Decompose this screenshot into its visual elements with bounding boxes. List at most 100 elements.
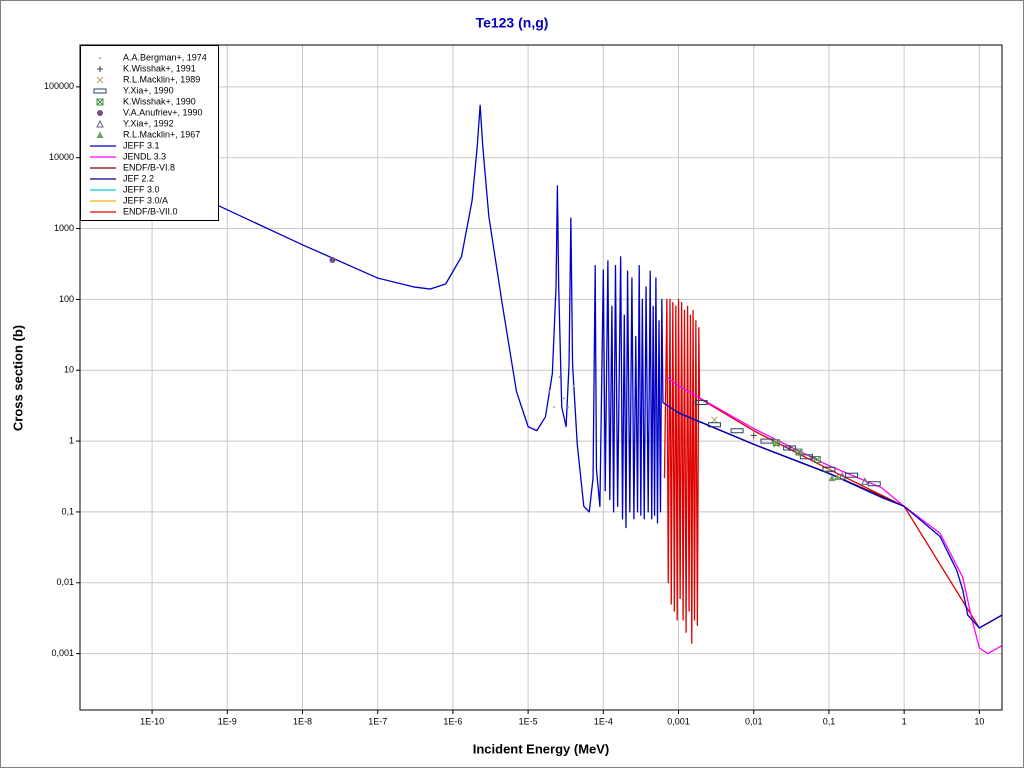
marker-part [799,454,813,460]
marker-part [861,477,869,485]
legend-label: JEFF 3.0 [123,184,160,194]
y-tick-label: 100 [59,294,74,304]
data-point [772,439,780,447]
marker-part [567,406,570,409]
data-point [97,110,103,116]
marker-part [795,448,803,456]
marker-part [828,474,836,482]
legend-label: K.Wisshak+, 1990 [123,96,196,106]
x-tick-label: 1E-8 [293,716,312,726]
marker-part [96,98,104,106]
marker-part [772,439,780,447]
legend-label: ENDF/B-VII.0 [123,206,178,216]
y-tick-label: 10000 [49,152,74,162]
legend-label: R.L.Macklin+, 1967 [123,129,200,139]
y-axis-label: Cross section (b) [10,325,25,431]
legend-label: A.A.Bergman+, 1974 [123,52,207,62]
legend-entry: K.Wisshak+, 1990 [96,96,196,106]
marker-part [730,428,744,434]
marker-part [822,466,836,472]
legend-entry: JEFF 3.1 [90,140,160,150]
data-point [783,445,797,451]
legend-label: Y.Xia+, 1990 [123,85,174,95]
marker-part [795,448,803,456]
marker-part [867,481,881,487]
marker-part [563,397,566,400]
legend-entry: JENDL 3.3 [90,151,166,161]
legend-entry: JEFF 3.0 [90,184,160,194]
data-point [329,256,336,263]
legend-label: JEFF 3.0/A [123,195,168,205]
data-point [828,474,836,482]
marker-part [694,400,708,406]
legend-label: R.L.Macklin+, 1989 [123,74,200,84]
series-line [666,376,1002,655]
legend-entry: JEF 2.2 [90,173,154,183]
marker-part [773,439,780,447]
x-tick-label: 0,1 [823,716,836,726]
marker-part [548,390,551,393]
data-point [99,57,101,59]
data-point [799,454,813,460]
marker-part [773,440,780,448]
data-point [563,397,566,400]
legend-label: JEFF 3.1 [123,140,160,150]
legend-entry: A.A.Bergman+, 1974 [99,52,207,62]
marker-part [834,473,842,481]
marker-part [838,472,847,480]
chart-title: Te123 (n,g) [476,15,549,31]
x-tick-label: 0,001 [667,716,690,726]
legend-label: V.A.Anufriev+, 1990 [123,107,202,117]
y-tick-label: 0,1 [61,506,74,516]
legend-entry: Y.Xia+, 1990 [93,85,174,95]
marker-part [97,110,103,116]
data-point [834,473,842,481]
marker-part [845,472,859,478]
y-tick-label: 1 [69,435,74,445]
legend-entry: JEFF 3.0/A [90,195,168,205]
marker-part [783,445,797,451]
curves [80,104,1002,655]
legend-entry: Y.Xia+, 1992 [96,118,174,128]
marker-part [813,456,821,463]
plot-area [80,45,1002,710]
legend-box [80,45,219,221]
legend-label: Y.Xia+, 1992 [123,118,174,128]
legend-label: JEF 2.2 [123,173,154,183]
data-point [822,466,836,472]
legend-entry: K.Wisshak+, 1991 [97,63,196,73]
marker-part [93,88,107,94]
x-tick-label: 0,01 [745,716,763,726]
marker-part [552,406,555,409]
data-point [96,98,104,106]
data-point [773,440,780,448]
data-point [795,448,803,456]
legend-label: K.Wisshak+, 1991 [123,63,196,73]
y-tick-label: 100000 [44,81,74,91]
data-point [96,76,104,84]
data-point [867,481,881,487]
marker-part [99,57,101,59]
data-point [750,432,757,439]
marker-part [329,256,336,263]
legend-entry: ENDF/B-VII.0 [90,206,178,216]
x-tick-label: 1E-10 [140,716,164,726]
x-axis-label: Incident Energy (MeV) [473,741,610,756]
data-point [845,472,859,478]
y-tick-label: 10 [64,365,74,375]
data-point [694,400,708,406]
x-tick-label: 1E-7 [368,716,387,726]
data-point [548,390,551,393]
data-point [730,428,744,434]
x-tick-label: 1E-4 [594,716,613,726]
data-point [97,66,103,72]
x-tick-label: 1 [902,716,907,726]
data-point [93,88,107,94]
marker-part [572,384,575,387]
marker-part [96,131,104,138]
legend-label: ENDF/B-VI.8 [123,162,175,172]
data-point [567,406,570,409]
plot-border [79,44,1003,711]
